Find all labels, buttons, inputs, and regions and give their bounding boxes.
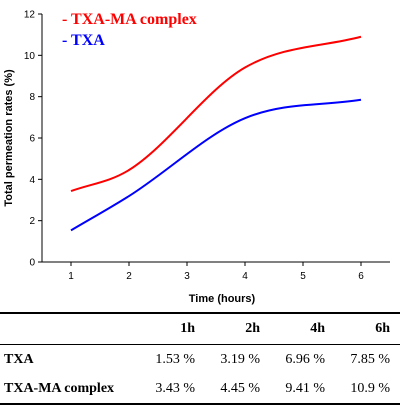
table-cell: 9.41 %: [285, 380, 325, 396]
y-tick-label: 0: [29, 258, 35, 269]
series-line-0: [70, 35, 362, 193]
x-tick-label: 2: [126, 271, 132, 282]
table-cell: 7.85 %: [350, 351, 390, 367]
table-row: TXA 1.53 % 3.19 % 6.96 % 7.85 %: [0, 345, 400, 375]
table-row: TXA-MA complex 3.43 % 4.45 % 9.41 % 10.9…: [0, 374, 400, 404]
series-line-1: [70, 98, 362, 232]
column-header: 2h: [245, 321, 260, 336]
x-tick-label: 1: [68, 271, 74, 282]
chart-legend: - TXA-MA complex - TXA: [62, 11, 197, 49]
column-header: 4h: [310, 321, 325, 336]
y-tick-label: 8: [29, 92, 35, 103]
table-cell: 10.9 %: [350, 380, 390, 396]
table-cell: 6.96 %: [285, 351, 325, 367]
legend-entry-1: - TXA: [62, 32, 105, 49]
y-tick-label: 10: [24, 51, 36, 62]
x-tick-label: 6: [358, 271, 364, 282]
y-axis-label: Total permeation rates (%): [3, 69, 15, 207]
table-header-row: 1h 2h 4h 6h: [0, 313, 400, 345]
row-label: TXA: [4, 351, 34, 367]
chart-series-layer: [70, 35, 362, 232]
x-tick-label: 5: [300, 271, 306, 282]
x-tick-label: 3: [184, 271, 190, 282]
y-tick-label: 4: [29, 175, 35, 186]
y-tick-label: 12: [24, 10, 36, 21]
row-label: TXA-MA complex: [4, 380, 115, 396]
y-tick-label: 2: [29, 216, 35, 227]
column-header: 1h: [180, 321, 195, 336]
x-axis-label: Time (hours): [189, 293, 256, 305]
table-cell: 4.45 %: [220, 380, 260, 396]
table-cell: 3.19 %: [220, 351, 260, 367]
table-cell: 1.53 %: [155, 351, 195, 367]
table-cell: 3.43 %: [155, 380, 195, 396]
y-tick-label: 6: [29, 134, 35, 145]
column-header: 6h: [375, 321, 390, 336]
legend-entry-0: - TXA-MA complex: [62, 11, 197, 28]
table-corner-cell: [0, 313, 140, 345]
x-tick-label: 4: [242, 271, 248, 282]
permeation-data-table: 1h 2h 4h 6h TXA 1.53 % 3.19 % 6.96 % 7.8…: [0, 312, 400, 405]
